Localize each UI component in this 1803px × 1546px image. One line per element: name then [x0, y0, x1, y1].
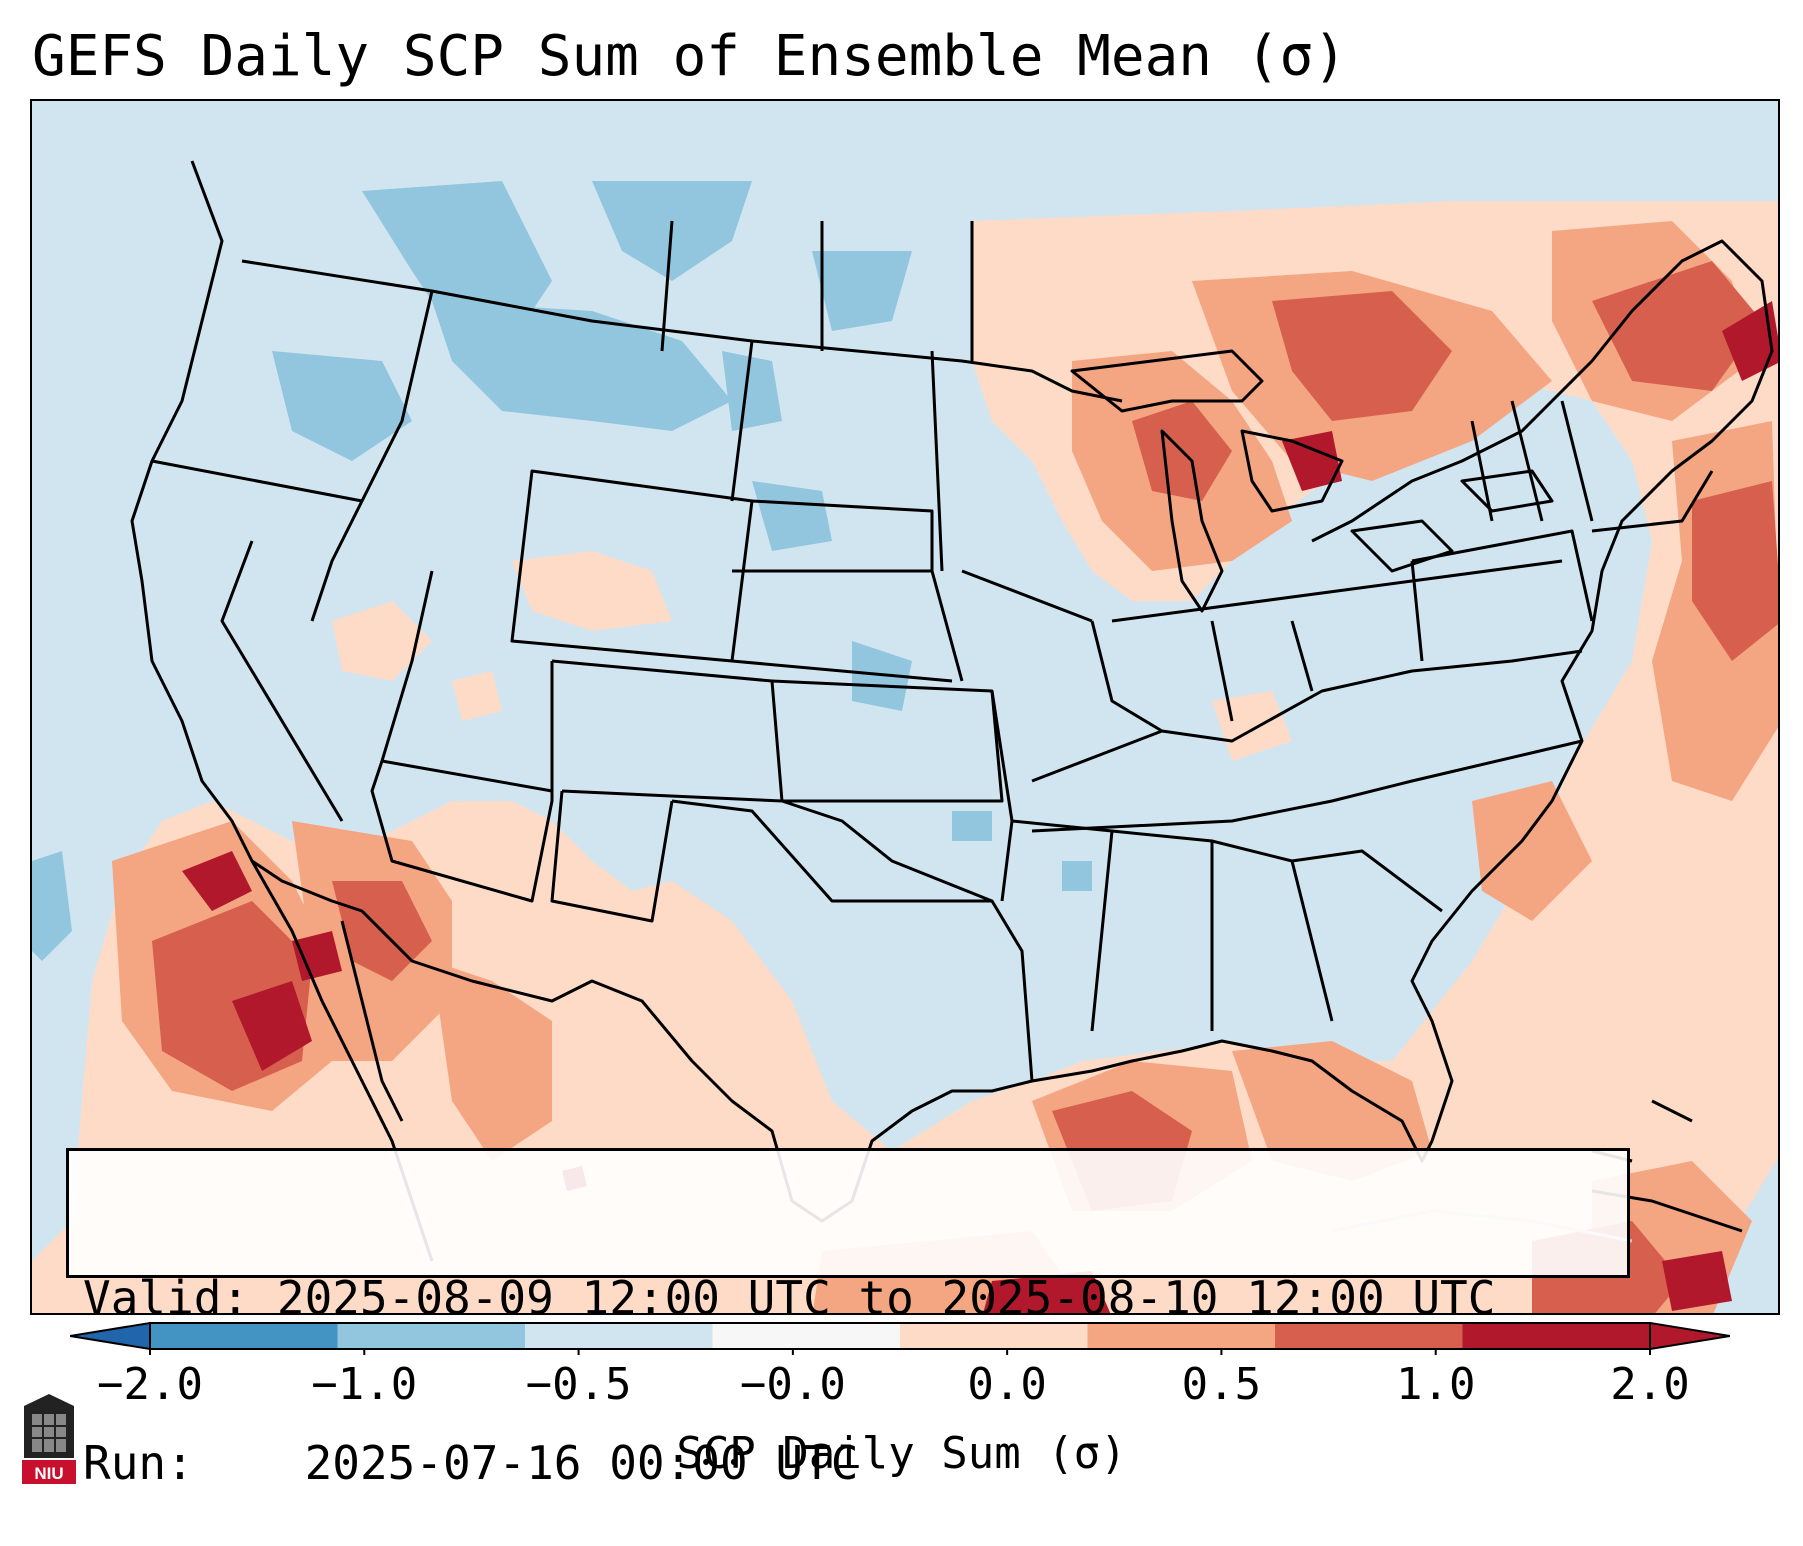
- colorbar-segments: [70, 1321, 1730, 1355]
- colorbar-segment: [1087, 1323, 1276, 1349]
- extreme-positive-patches: [182, 301, 1778, 1313]
- colorbar-extend-low: [70, 1321, 151, 1351]
- run-row: Run: 2025-07-16 00:00 UTC: [83, 1436, 1613, 1491]
- colorbar-outline: [149, 1322, 1651, 1350]
- colorbar-label: SCP Daily Sum (σ): [676, 1428, 1127, 1479]
- logo-text: NIU: [34, 1464, 63, 1483]
- colorbar-tick-label: 0.5: [1181, 1359, 1262, 1410]
- colorbar-segment: [900, 1323, 1088, 1349]
- colorbar-segment: [1462, 1323, 1651, 1349]
- map-title: GEFS Daily SCP Sum of Ensemble Mean (σ): [32, 24, 1347, 89]
- logo-badge: [22, 1460, 76, 1484]
- colorbar-segment: [1275, 1323, 1463, 1349]
- colorbar-tick-label: −0.0: [739, 1359, 846, 1410]
- colorbar-segment: [712, 1323, 901, 1349]
- colorbar-tick-label: 0.0: [967, 1359, 1047, 1410]
- scp-map: [32, 101, 1778, 1313]
- colorbar-segment: [337, 1323, 526, 1349]
- map-panel[interactable]: [30, 99, 1780, 1315]
- logo-window-lines: [32, 1414, 66, 1452]
- valid-row: Valid: 2025-08-09 12:00 UTC to 2025-08-1…: [83, 1271, 1613, 1326]
- colorbar-tick-label: 1.0: [1395, 1359, 1476, 1410]
- colorbar: [70, 1321, 1730, 1355]
- colorbar-tick-label: −0.5: [525, 1359, 632, 1410]
- run-value: 2025-07-16 00:00 UTC: [304, 1436, 859, 1490]
- colorbar-segment: [525, 1323, 713, 1349]
- valid-label: Valid:: [83, 1271, 250, 1325]
- colorbar-tick-label: 2.0: [1610, 1359, 1690, 1410]
- logo-window-grid: [32, 1414, 66, 1452]
- colorbar-tick-label: −1.0: [311, 1359, 418, 1410]
- run-label: Run:: [83, 1436, 194, 1490]
- niu-logo: NIU: [22, 1394, 76, 1484]
- validity-info-box: Valid: 2025-08-09 12:00 UTC to 2025-08-1…: [66, 1148, 1630, 1490]
- colorbar-segment: [150, 1323, 338, 1349]
- colorbar-extend-high: [1649, 1321, 1730, 1351]
- negative-anomaly-patches: [32, 181, 1092, 961]
- colorbar-tick-label: −2.0: [97, 1359, 203, 1410]
- valid-value: 2025-08-09 12:00 UTC to 2025-08-10 12:00…: [276, 1271, 1496, 1325]
